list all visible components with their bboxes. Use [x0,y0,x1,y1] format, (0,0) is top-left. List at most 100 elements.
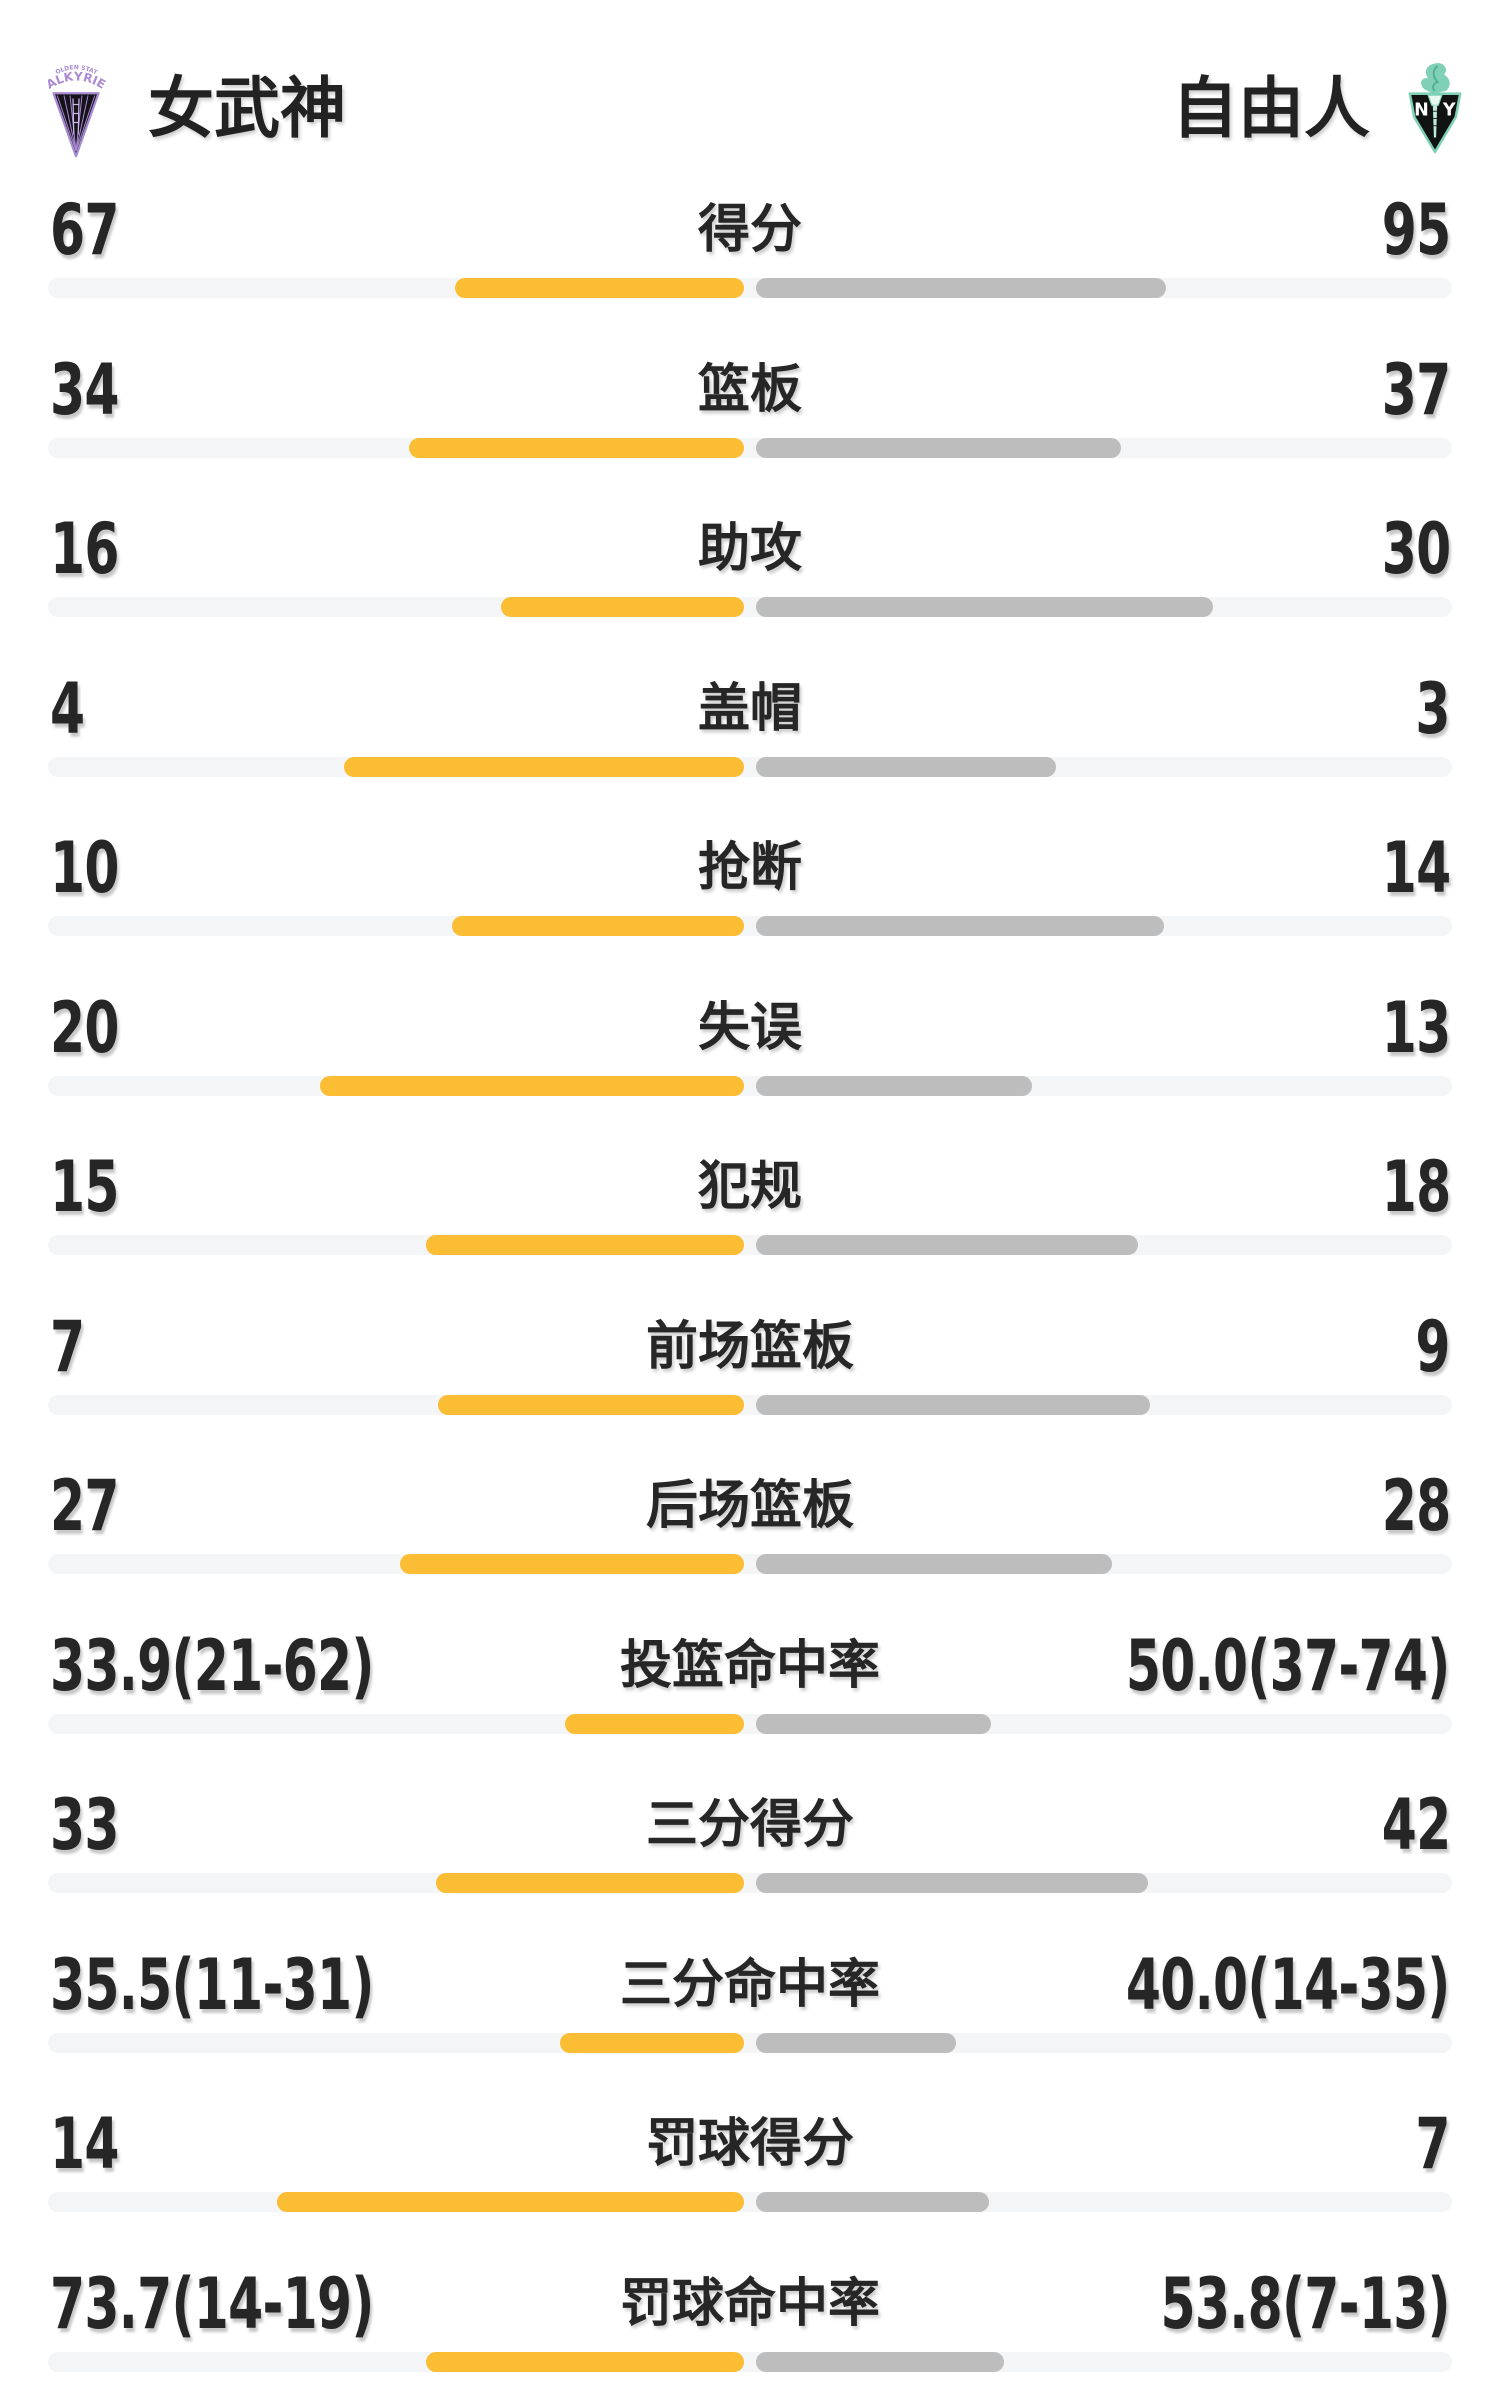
home-value: 15 [50,1146,119,1228]
stat-values-line: 34 篮板 37 [0,355,1500,425]
stat-bar-track [48,1873,1452,1893]
away-value: 53.8(7-13) [1160,2262,1451,2345]
away-value: 18 [1381,1146,1450,1228]
away-value: 28 [1381,1465,1450,1547]
away-bar [756,278,1167,298]
away-team-name: 自由人 [1172,70,1370,147]
stat-label: 犯规 [697,1157,802,1217]
stat-bar-track [48,1235,1452,1255]
away-bar [756,916,1165,936]
home-value: 67 [50,189,119,271]
away-value: 37 [1381,348,1450,431]
stat-label: 抢断 [697,838,802,898]
away-bar [756,1394,1150,1415]
stat-values-line: 73.7(14-19) 罚球命中率 53.8(7-13) [0,2269,1500,2339]
away-value: 9 [1415,1305,1451,1388]
home-bar [454,278,744,298]
stat-label: 前场篮板 [645,1316,854,1377]
away-value: 3 [1415,667,1451,750]
stat-bar-track [48,2032,1452,2053]
away-value: 42 [1381,1784,1450,1866]
stat-row-5: 20 失误 13 [0,979,1500,1139]
home-value: 14 [50,2103,119,2185]
stat-values-line: 10 抢断 14 [0,833,1500,903]
stat-row-6: 15 犯规 18 [0,1138,1500,1298]
away-bar [756,2351,1005,2372]
home-bar [400,1554,744,1574]
stat-row-3: 4 盖帽 3 [0,660,1500,820]
away-value: 7 [1415,2103,1451,2185]
away-value: 13 [1381,986,1450,1069]
stat-label: 盖帽 [697,678,802,739]
stat-label: 罚球得分 [645,2114,854,2174]
liberty-logo-letter-y: Y [1442,101,1456,121]
away-bar [756,2032,956,2053]
home-bar [408,437,744,458]
home-value: 10 [50,827,119,909]
away-bar [756,1873,1148,1893]
valkyries-logo-icon: GOLDEN STATE VALKYRIES [46,50,106,158]
stat-row-8: 27 后场篮板 28 [0,1457,1500,1617]
stat-label: 助攻 [697,519,802,579]
stat-label: 失误 [697,997,802,1058]
stat-row-4: 10 抢断 14 [0,819,1500,979]
home-bar [437,1394,744,1415]
away-bar [756,437,1121,458]
liberty-logo-icon: N Y [1408,63,1462,154]
away-value: 30 [1381,508,1450,590]
home-bar [500,597,744,617]
home-bar [319,1075,744,1096]
stat-bar-track [48,1075,1452,1096]
stat-label: 三分得分 [645,1795,854,1855]
home-bar [452,916,744,936]
stat-row-9: 33.9(21-62) 投篮命中率 50.0(37-74) [0,1617,1500,1777]
home-bar [436,1873,744,1893]
stat-label: 篮板 [697,359,802,420]
away-bar [756,1075,1032,1096]
stat-bar-track [48,1713,1452,1734]
stat-values-line: 35.5(11-31) 三分命中率 40.0(14-35) [0,1950,1500,2020]
stat-row-12: 14 罚球得分 7 [0,2095,1500,2255]
away-bar [756,1554,1113,1574]
stat-row-2: 16 助攻 30 [0,500,1500,660]
stat-values-line: 7 前场篮板 9 [0,1312,1500,1382]
home-bar [344,756,744,777]
stat-bar-track [48,437,1452,458]
stat-label: 三分命中率 [619,1954,880,2015]
stat-values-line: 27 后场篮板 28 [0,1471,1500,1541]
away-team: 自由人 N Y [1172,50,1466,168]
away-bar [756,1235,1138,1255]
stat-row-7: 7 前场篮板 9 [0,1298,1500,1458]
stat-row-13: 73.7(14-19) 罚球命中率 53.8(7-13) [0,2255,1500,2400]
stat-bar-track [48,756,1452,777]
away-bar [756,2192,990,2212]
stat-values-line: 33.9(21-62) 投篮命中率 50.0(37-74) [0,1631,1500,1701]
stat-bar-track [48,1554,1452,1574]
home-value: 33.9(21-62) [50,1624,374,1707]
stat-bar-track [48,2351,1452,2372]
away-bar [756,756,1056,777]
stat-bar-track [48,278,1452,298]
stat-values-line: 67 得分 95 [0,195,1500,265]
home-value: 16 [50,508,119,590]
away-bar [756,597,1213,617]
home-team: GOLDEN STATE VALKYRIES [46,50,346,168]
stat-bar-track [48,916,1452,936]
stat-bar-track [48,2192,1452,2212]
home-value: 73.7(14-19) [50,2262,374,2345]
home-bar [277,2192,744,2212]
stat-values-line: 16 助攻 30 [0,514,1500,584]
stat-row-1: 34 篮板 37 [0,341,1500,501]
stat-label: 得分 [697,200,802,260]
home-team-name: 女武神 [148,70,346,147]
away-value: 14 [1381,827,1450,909]
liberty-logo-letter-n: N [1414,101,1429,121]
home-value: 7 [50,1305,85,1388]
stat-values-line: 15 犯规 18 [0,1152,1500,1222]
away-value: 50.0(37-74) [1126,1624,1450,1707]
away-value: 40.0(14-35) [1126,1943,1450,2026]
stat-label: 投篮命中率 [619,1635,880,1696]
home-value: 27 [50,1465,119,1547]
stat-bar-track [48,1394,1452,1415]
